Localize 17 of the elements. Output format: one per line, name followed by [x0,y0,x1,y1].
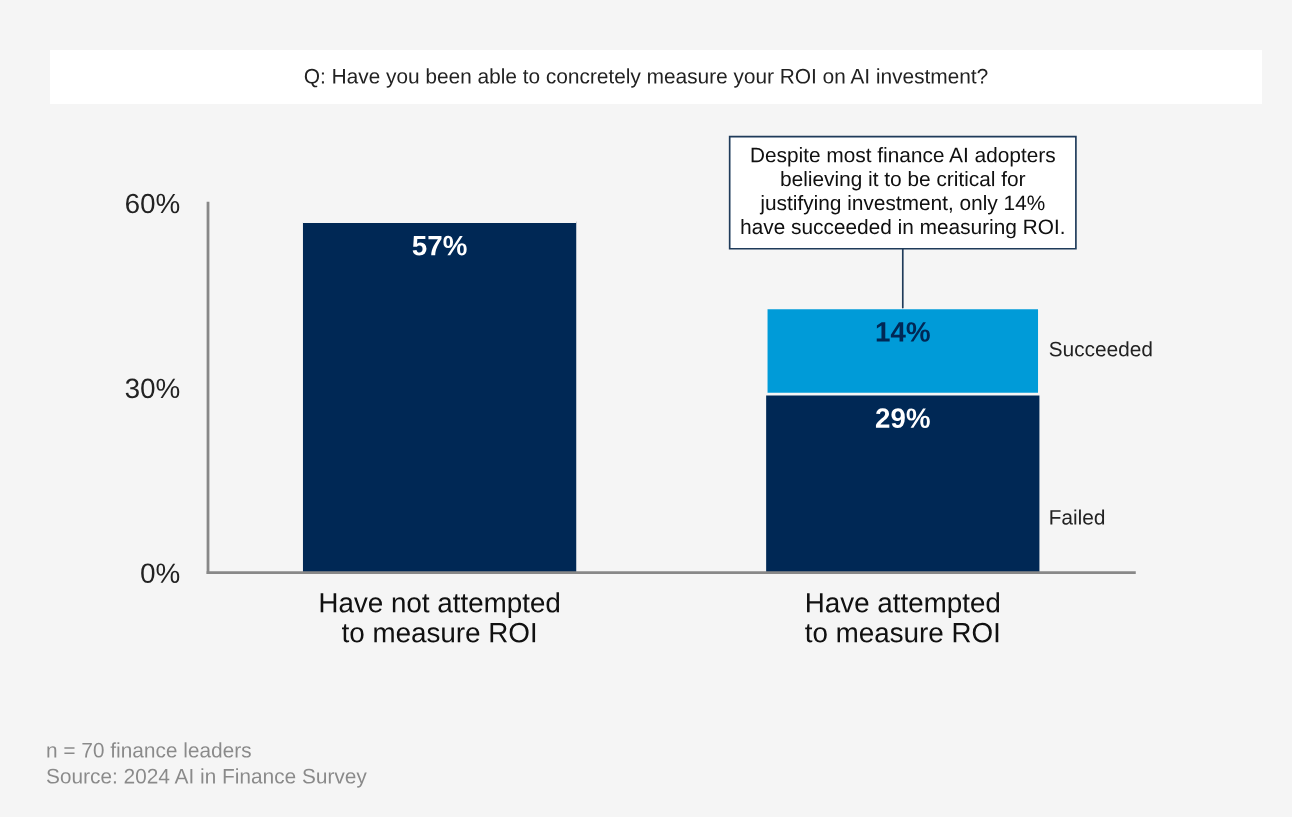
y-tick-label: 60% [126,193,180,214]
source-note: Source: 2024 AI in Finance Survey [46,768,367,788]
data-label: 29% [875,408,930,428]
data-label: 14% [876,322,930,342]
bar [764,306,1041,396]
bar [302,221,577,573]
x-tick-label: Have not attempted to measure ROI [320,592,560,643]
bar [766,394,1040,573]
annotation: Despite most finance AI adopters believing it to be critical for justifying investment, only 14% have succeeded in measuring ROI. [741,147,1064,239]
series-label: Failed [1050,509,1105,525]
text: n = 70 finance leaders [47,742,251,758]
data-label: 57% [412,235,467,256]
x-tick-label: Have attempted to measure ROI [805,592,1000,643]
y-tick-label: 0% [141,563,180,584]
series-label: Succeeded [1049,341,1152,357]
y-tick-label: 30% [125,378,180,399]
chart-title: Q: Have you been able to concretely measure your ROI on AI investment? [304,68,988,88]
